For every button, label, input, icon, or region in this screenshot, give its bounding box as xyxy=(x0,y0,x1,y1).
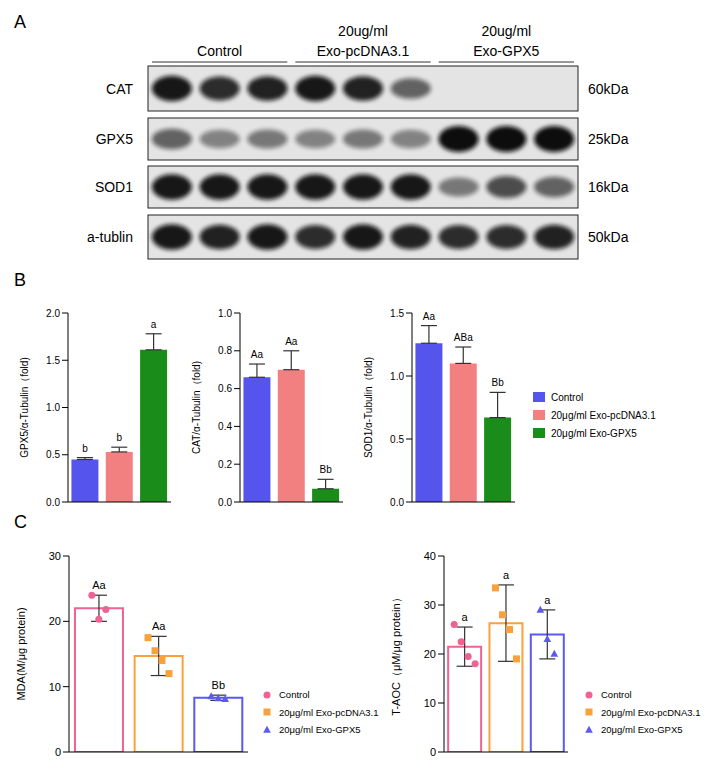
svg-text:a: a xyxy=(462,611,469,623)
svg-text:b: b xyxy=(116,432,122,443)
svg-text:30: 30 xyxy=(424,599,436,611)
html-text:Control: Control xyxy=(601,689,632,701)
svg-text:Bb: Bb xyxy=(491,377,504,388)
svg-text:20ug/ml: 20ug/ml xyxy=(338,23,388,39)
svg-text:16kDa: 16kDa xyxy=(588,179,629,195)
svg-text:0.2: 0.2 xyxy=(218,459,232,470)
svg-text:30: 30 xyxy=(49,550,61,562)
svg-text:0.0: 0.0 xyxy=(390,497,404,508)
svg-text:1.0: 1.0 xyxy=(390,371,404,382)
svg-text:CAT/α-Tubulin（fold): CAT/α-Tubulin（fold) xyxy=(191,361,202,454)
svg-text:SOD1/α-Tubulin（fold): SOD1/α-Tubulin（fold) xyxy=(363,357,374,458)
svg-text:ABa: ABa xyxy=(454,332,473,343)
svg-text:0.4: 0.4 xyxy=(218,421,232,432)
svg-text:20: 20 xyxy=(424,648,436,660)
html-text:20μg/ml Exo-pcDNA3.1: 20μg/ml Exo-pcDNA3.1 xyxy=(601,706,701,718)
svg-text:Aa: Aa xyxy=(92,579,106,591)
svg-text:10: 10 xyxy=(49,681,61,693)
html-text:20μg/ml Exo-GPX5: 20μg/ml Exo-GPX5 xyxy=(279,724,361,736)
svg-text:40: 40 xyxy=(424,550,436,562)
svg-text:GPX5/α-Tubulin（fold): GPX5/α-Tubulin（fold) xyxy=(19,357,30,457)
svg-text:Exo-pcDNA3.1: Exo-pcDNA3.1 xyxy=(317,43,410,59)
svg-text:20ug/ml: 20ug/ml xyxy=(481,23,531,39)
html-text:Control: Control xyxy=(279,689,310,701)
svg-text:A: A xyxy=(14,12,26,32)
svg-text:CAT: CAT xyxy=(106,81,133,97)
svg-text:T-AOC（μM/μg protein）: T-AOC（μM/μg protein） xyxy=(390,592,402,715)
svg-text:Exo-GPX5: Exo-GPX5 xyxy=(473,43,539,59)
svg-text:0: 0 xyxy=(430,746,436,758)
svg-text:0.6: 0.6 xyxy=(218,383,232,394)
html-text:B: B xyxy=(14,270,26,290)
html-text:C: C xyxy=(14,512,27,532)
svg-text:20: 20 xyxy=(49,615,61,627)
html-text:20μg/ml Exo-pcDNA3.1: 20μg/ml Exo-pcDNA3.1 xyxy=(551,409,656,421)
svg-text:a: a xyxy=(503,569,510,581)
svg-text:Aa: Aa xyxy=(251,349,264,360)
svg-text:2.0: 2.0 xyxy=(46,308,60,319)
html-text:20μg/ml Exo-GPX5: 20μg/ml Exo-GPX5 xyxy=(551,427,637,439)
svg-text:50kDa: 50kDa xyxy=(588,229,629,245)
svg-text:0.0: 0.0 xyxy=(218,497,232,508)
svg-text:a-tublin: a-tublin xyxy=(87,229,133,245)
svg-text:Aa: Aa xyxy=(152,620,166,632)
svg-text:Control: Control xyxy=(197,43,242,59)
svg-text:Bb: Bb xyxy=(319,464,332,475)
svg-text:MDA(M/μg protein): MDA(M/μg protein) xyxy=(15,607,27,700)
html-text:20μg/ml Exo-pcDNA3.1: 20μg/ml Exo-pcDNA3.1 xyxy=(279,706,379,718)
svg-text:10: 10 xyxy=(424,697,436,709)
svg-text:0: 0 xyxy=(55,746,61,758)
svg-text:GPX5: GPX5 xyxy=(96,131,134,147)
svg-text:0.8: 0.8 xyxy=(218,345,232,356)
svg-text:0.5: 0.5 xyxy=(46,449,60,460)
svg-text:1.5: 1.5 xyxy=(390,308,404,319)
svg-text:a: a xyxy=(151,319,157,330)
svg-text:0.5: 0.5 xyxy=(390,434,404,445)
svg-text:Aa: Aa xyxy=(285,336,298,347)
html-text:20μg/ml Exo-GPX5: 20μg/ml Exo-GPX5 xyxy=(601,724,683,736)
svg-text:0.0: 0.0 xyxy=(46,497,60,508)
svg-text:b: b xyxy=(82,443,88,454)
svg-text:SOD1: SOD1 xyxy=(95,179,133,195)
svg-text:a: a xyxy=(544,594,551,606)
svg-text:Aa: Aa xyxy=(423,311,436,322)
svg-text:1.0: 1.0 xyxy=(46,402,60,413)
svg-text:60kDa: 60kDa xyxy=(588,81,629,97)
svg-text:25kDa: 25kDa xyxy=(588,131,629,147)
svg-text:Bb: Bb xyxy=(212,679,225,691)
svg-text:1.5: 1.5 xyxy=(46,355,60,366)
html-text:Control: Control xyxy=(551,391,584,403)
svg-text:1.0: 1.0 xyxy=(218,308,232,319)
